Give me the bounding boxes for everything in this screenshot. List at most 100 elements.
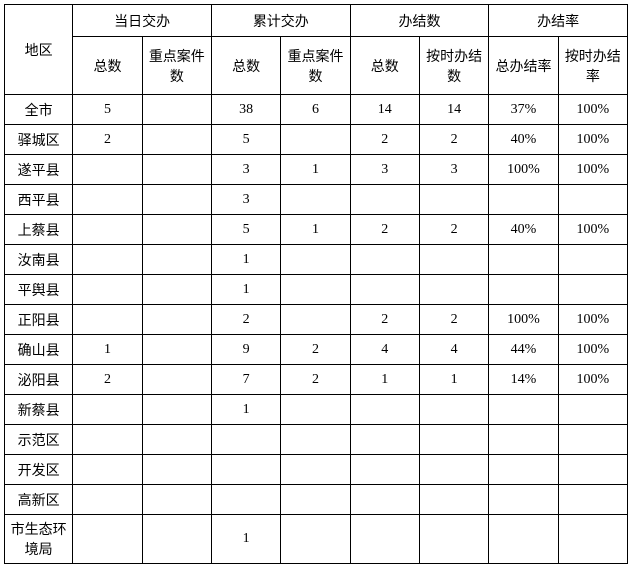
table-header: 地区 当日交办 累计交办 办结数 办结率 总数 重点案件数 总数 重点案件数 总… — [5, 5, 628, 95]
cell-value: 5 — [211, 215, 280, 245]
cell-value — [489, 425, 558, 455]
cell-value: 100% — [558, 365, 627, 395]
table-row: 西平县3 — [5, 185, 628, 215]
cell-value — [350, 395, 419, 425]
cell-value — [142, 155, 211, 185]
cell-value: 2 — [281, 335, 350, 365]
cell-value — [558, 275, 627, 305]
cell-value — [489, 185, 558, 215]
table-body: 全市5386141437%100%驿城区252240%100%遂平县313310… — [5, 95, 628, 564]
cell-value — [73, 215, 142, 245]
cell-value: 100% — [558, 95, 627, 125]
cell-value: 2 — [419, 125, 488, 155]
table-row: 正阳县222100%100% — [5, 305, 628, 335]
cell-region: 示范区 — [5, 425, 73, 455]
cell-value — [350, 425, 419, 455]
cell-value — [73, 485, 142, 515]
cell-value — [489, 485, 558, 515]
cell-value — [73, 275, 142, 305]
cell-region: 确山县 — [5, 335, 73, 365]
cell-value — [142, 455, 211, 485]
cell-region: 全市 — [5, 95, 73, 125]
cell-value: 1 — [73, 335, 142, 365]
cell-value — [489, 245, 558, 275]
cell-value — [73, 455, 142, 485]
table-row: 驿城区252240%100% — [5, 125, 628, 155]
header-group-1: 累计交办 — [211, 5, 350, 37]
cell-value — [73, 305, 142, 335]
cell-value: 2 — [419, 215, 488, 245]
cell-value — [142, 515, 211, 564]
cell-value: 6 — [281, 95, 350, 125]
cell-value: 2 — [350, 305, 419, 335]
table-row: 新蔡县1 — [5, 395, 628, 425]
cell-value — [558, 425, 627, 455]
cell-value — [558, 245, 627, 275]
cell-value: 100% — [558, 125, 627, 155]
cell-value — [489, 275, 558, 305]
cell-value — [281, 485, 350, 515]
cell-value — [558, 395, 627, 425]
cell-value — [281, 185, 350, 215]
cell-value — [281, 455, 350, 485]
cell-value: 4 — [419, 335, 488, 365]
cell-value: 1 — [281, 155, 350, 185]
table-row: 平舆县 1 — [5, 275, 628, 305]
cell-value — [281, 425, 350, 455]
cell-value: 3 — [350, 155, 419, 185]
header-group-2: 办结数 — [350, 5, 489, 37]
cell-value: 100% — [489, 305, 558, 335]
cell-region: 正阳县 — [5, 305, 73, 335]
cell-value: 40% — [489, 125, 558, 155]
cell-value: 38 — [211, 95, 280, 125]
cell-value: 3 — [211, 185, 280, 215]
cell-value — [73, 185, 142, 215]
cell-value — [211, 455, 280, 485]
cell-value: 2 — [211, 305, 280, 335]
header-region: 地区 — [5, 5, 73, 95]
cell-region: 高新区 — [5, 485, 73, 515]
cell-value: 14 — [350, 95, 419, 125]
cell-value — [419, 485, 488, 515]
cell-value: 1 — [350, 365, 419, 395]
cell-value — [419, 455, 488, 485]
table-row: 遂平县3133100%100% — [5, 155, 628, 185]
cell-value: 3 — [419, 155, 488, 185]
cell-value — [281, 245, 350, 275]
header-group-0: 当日交办 — [73, 5, 212, 37]
cell-value — [142, 245, 211, 275]
cell-value: 5 — [211, 125, 280, 155]
cell-value: 100% — [558, 335, 627, 365]
cell-value — [281, 125, 350, 155]
cell-region: 泌阳县 — [5, 365, 73, 395]
cell-value — [142, 95, 211, 125]
cell-value: 14% — [489, 365, 558, 395]
header-sub-2-0: 总数 — [350, 37, 419, 95]
cell-value — [350, 515, 419, 564]
header-sub-1-1: 重点案件数 — [281, 37, 350, 95]
cell-value — [281, 395, 350, 425]
cell-value — [350, 455, 419, 485]
cell-value: 44% — [489, 335, 558, 365]
cell-value — [211, 485, 280, 515]
cell-value: 2 — [419, 305, 488, 335]
cell-value: 37% — [489, 95, 558, 125]
cell-value: 100% — [558, 155, 627, 185]
cell-value — [419, 425, 488, 455]
cell-value — [73, 395, 142, 425]
cell-value — [419, 275, 488, 305]
header-sub-3-0: 总办结率 — [489, 37, 558, 95]
cell-value: 100% — [489, 155, 558, 185]
cell-value — [489, 515, 558, 564]
cell-value: 1 — [211, 245, 280, 275]
cell-value — [558, 185, 627, 215]
cell-region: 驿城区 — [5, 125, 73, 155]
cell-value: 2 — [350, 215, 419, 245]
table-row: 泌阳县2721114%100% — [5, 365, 628, 395]
cell-value — [142, 395, 211, 425]
table-row: 开发区 — [5, 455, 628, 485]
table-row: 全市5386141437%100% — [5, 95, 628, 125]
header-sub-0-1: 重点案件数 — [142, 37, 211, 95]
cell-value: 1 — [211, 275, 280, 305]
cell-region: 平舆县 — [5, 275, 73, 305]
